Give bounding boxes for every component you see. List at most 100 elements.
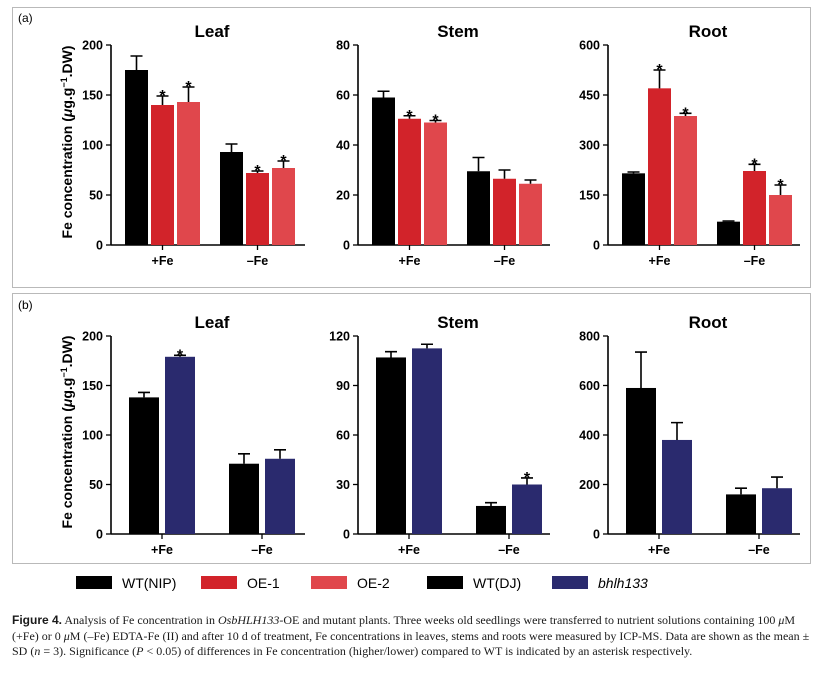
caption-gene: OsbHLH133 bbox=[218, 613, 280, 627]
legend-swatch-oe1 bbox=[201, 576, 237, 589]
legend-swatch-bhlh133 bbox=[552, 576, 588, 589]
y-tick-label-a-stem-60: 60 bbox=[336, 89, 350, 103]
bar-a-root-wtnip-plusfe bbox=[622, 173, 645, 245]
significance-star-a-root-2-0: * bbox=[682, 105, 689, 122]
bar-a-stem-wtnip-plusfe bbox=[372, 97, 395, 245]
error-bar-a-stem-2-1 bbox=[524, 179, 537, 184]
bar-a-leaf-wtnip-plusfe bbox=[125, 70, 148, 245]
error-bar-a-root-1-1 bbox=[748, 163, 761, 171]
bar-a-leaf-oe1-minusfe bbox=[246, 173, 269, 245]
error-bar-b-leaf-1-0 bbox=[174, 354, 186, 357]
significance-star-a-leaf-2-1: * bbox=[280, 153, 287, 170]
significance-star-a-leaf-1-1: * bbox=[254, 163, 261, 180]
y-tick-label-b-stem-90: 90 bbox=[336, 379, 350, 393]
bar-a-stem-oe2-minusfe bbox=[519, 183, 542, 245]
bar-b-root-wtdj-minusfe bbox=[726, 494, 756, 534]
error-bar-b-root-0-1 bbox=[735, 487, 747, 495]
error-bar-a-stem-1-1 bbox=[498, 169, 511, 179]
x-tick-label-a-leaf-0: +Fe bbox=[152, 254, 174, 268]
y-tick-label-a-leaf-150: 150 bbox=[82, 89, 103, 103]
caption-text-2: -OE and mutant plants. Three weeks old s… bbox=[279, 613, 779, 627]
error-bar-a-stem-1-0 bbox=[403, 114, 416, 119]
caption-mu-1: μ bbox=[778, 613, 785, 627]
chart-title-a-root: Root bbox=[689, 22, 728, 41]
error-bar-a-root-2-0 bbox=[679, 112, 692, 116]
significance-star-a-stem-1-0: * bbox=[406, 108, 413, 125]
significance-star-a-leaf-1-0: * bbox=[159, 88, 166, 105]
caption-n: n bbox=[34, 644, 41, 658]
y-tick-label-b-leaf-0: 0 bbox=[96, 528, 103, 542]
x-tick-label-a-leaf-1: –Fe bbox=[247, 254, 269, 268]
error-bar-a-leaf-1-0 bbox=[156, 95, 169, 105]
error-bar-b-stem-0-0 bbox=[385, 350, 397, 358]
chart-a-leaf: Leaf 0 50 100 150 200 * * +Fe * * –Fe bbox=[82, 22, 305, 268]
panel-a-label: (a) bbox=[18, 11, 33, 25]
y-tick-label-a-leaf-100: 100 bbox=[82, 139, 103, 153]
chart-title-b-leaf: Leaf bbox=[195, 313, 230, 332]
caption-label: Figure 4. bbox=[12, 613, 63, 627]
error-bar-b-stem-1-0 bbox=[421, 343, 433, 349]
chart-a-root: Root 0 150 300 450 600 * * +Fe * * –Fe bbox=[579, 22, 800, 268]
legend-swatch-oe2 bbox=[311, 576, 347, 589]
bar-b-leaf-wtdj-minusfe bbox=[229, 463, 259, 534]
x-tick-label-a-stem-0: +Fe bbox=[399, 254, 421, 268]
y-tick-label-a-stem-80: 80 bbox=[336, 39, 350, 53]
panel-a-frame bbox=[12, 7, 811, 288]
caption-text-4: M (–Fe) EDTA-Fe (II) and after 10 d of t… bbox=[12, 628, 810, 659]
y-tick-label-a-root-450: 450 bbox=[579, 89, 600, 103]
caption-text-1: Analysis of Fe concentration in bbox=[62, 613, 218, 627]
y-tick-label-a-stem-40: 40 bbox=[336, 139, 350, 153]
bar-a-root-oe1-plusfe bbox=[648, 88, 671, 245]
y-tick-label-b-leaf-150: 150 bbox=[82, 379, 103, 393]
y-tick-label-a-leaf-50: 50 bbox=[89, 189, 103, 203]
y-tick-label-b-leaf-100: 100 bbox=[82, 429, 103, 443]
significance-star-b-stem-1-1: * bbox=[524, 470, 531, 487]
x-tick-label-a-root-1: –Fe bbox=[744, 254, 766, 268]
panel-b-label: (b) bbox=[18, 298, 33, 312]
y-tick-label-b-root-800: 800 bbox=[579, 330, 600, 344]
error-bar-b-root-0-0 bbox=[635, 351, 647, 388]
legend-label-oe1: OE-1 bbox=[247, 575, 280, 591]
legend-swatch-wtdj bbox=[427, 576, 463, 589]
y-tick-label-b-root-400: 400 bbox=[579, 429, 600, 443]
y-tick-label-b-leaf-200: 200 bbox=[82, 330, 103, 344]
chart-a-stem: Stem 0 20 40 60 80 * * +Fe –Fe bbox=[336, 22, 550, 268]
bar-b-stem-bhlh133-minusfe bbox=[512, 484, 542, 534]
error-bar-b-root-1-0 bbox=[671, 421, 683, 440]
legend-label-wtdj: WT(DJ) bbox=[473, 575, 521, 591]
significance-star-a-stem-2-0: * bbox=[432, 113, 439, 130]
error-bar-a-leaf-2-1 bbox=[277, 160, 290, 168]
legend-label-wtnip: WT(NIP) bbox=[122, 575, 176, 591]
y-tick-label-b-stem-0: 0 bbox=[343, 528, 350, 542]
bar-a-stem-oe1-plusfe bbox=[398, 118, 421, 245]
bar-a-stem-wtnip-minusfe bbox=[467, 171, 490, 245]
caption-text-3: M (+Fe) or 0 bbox=[12, 613, 796, 643]
bar-b-stem-wtdj-plusfe bbox=[376, 357, 406, 534]
bar-a-stem-oe1-minusfe bbox=[493, 178, 516, 245]
error-bar-b-leaf-0-1 bbox=[238, 453, 250, 464]
bar-b-stem-bhlh133-plusfe bbox=[412, 348, 442, 534]
error-bar-a-root-2-1 bbox=[774, 184, 787, 195]
bar-b-root-bhlh133-minusfe bbox=[762, 488, 792, 534]
chart-title-a-stem: Stem bbox=[437, 22, 479, 41]
y-tick-label-b-stem-120: 120 bbox=[329, 330, 350, 344]
legend: WT(NIP) OE-1 OE-2 WT(DJ) bhlh133 bbox=[76, 575, 648, 591]
x-tick-label-b-root-1: –Fe bbox=[748, 543, 770, 557]
error-bar-b-stem-0-1 bbox=[485, 501, 497, 506]
bar-b-root-wtdj-plusfe bbox=[626, 387, 656, 534]
y-tick-label-a-root-300: 300 bbox=[579, 139, 600, 153]
y-tick-label-a-leaf-0: 0 bbox=[96, 239, 103, 253]
chart-b-root: Root 0 200 400 600 800 +Fe –Fe bbox=[579, 313, 800, 557]
error-bar-a-leaf-0-1 bbox=[225, 143, 238, 152]
caption-text-5: = 3). Significance ( bbox=[40, 644, 137, 658]
y-tick-label-a-root-600: 600 bbox=[579, 39, 600, 53]
bar-b-leaf-wtdj-plusfe bbox=[129, 397, 159, 534]
significance-star-a-root-2-1: * bbox=[777, 177, 784, 194]
y-tick-label-a-leaf-200: 200 bbox=[82, 39, 103, 53]
bar-a-root-wtnip-minusfe bbox=[717, 221, 740, 245]
y-tick-label-b-root-200: 200 bbox=[579, 478, 600, 492]
error-bar-a-stem-0-1 bbox=[472, 156, 485, 172]
error-bar-a-root-0-0 bbox=[627, 171, 640, 174]
caption-p: P bbox=[136, 644, 144, 658]
y-tick-label-b-leaf-50: 50 bbox=[89, 478, 103, 492]
